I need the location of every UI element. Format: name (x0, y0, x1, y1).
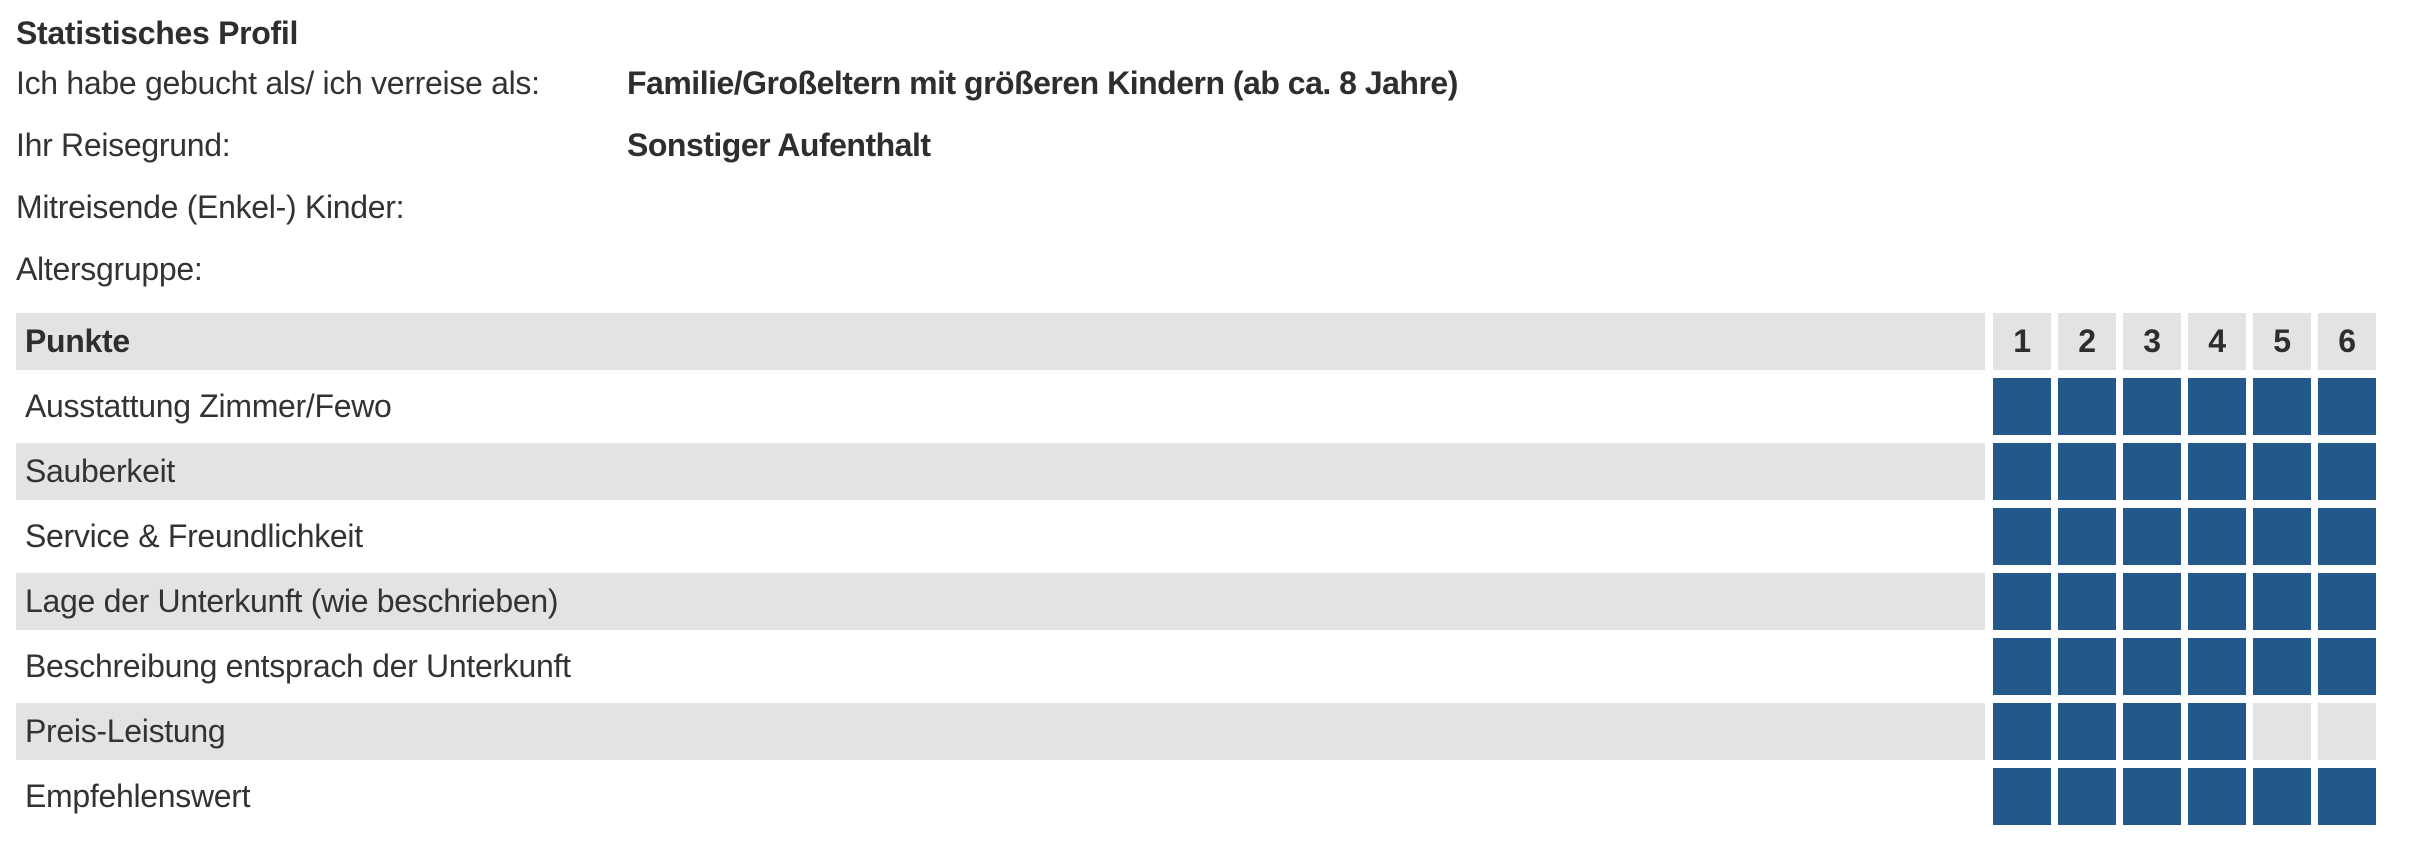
rating-row-cells (1993, 508, 2376, 565)
rating-cell-filled (2058, 768, 2116, 825)
rating-cell-filled (2123, 443, 2181, 500)
rating-cell-filled (1993, 508, 2051, 565)
rating-row-cells (1993, 443, 2376, 500)
rating-row-cells (1993, 703, 2376, 760)
rating-cell-filled (2253, 443, 2311, 500)
rating-cell-filled (2123, 508, 2181, 565)
rating-cell-filled (2188, 703, 2246, 760)
rating-cell-filled (2058, 573, 2116, 630)
rating-cell-filled (2318, 443, 2376, 500)
rating-cell-filled (1993, 638, 2051, 695)
scale-header-cell-3: 3 (2123, 313, 2181, 370)
rating-row: Lage der Unterkunft (wie beschrieben) (16, 573, 2376, 630)
rating-cell-filled (2058, 378, 2116, 435)
rating-cell-empty (2318, 703, 2376, 760)
rating-cell-filled (2058, 703, 2116, 760)
rating-row-label: Lage der Unterkunft (wie beschrieben) (16, 573, 1985, 630)
scale-header-cell-6: 6 (2318, 313, 2376, 370)
rating-cell-filled (2123, 638, 2181, 695)
profile-field: Mitreisende (Enkel-) Kinder: (16, 176, 2376, 238)
rating-row-cells (1993, 573, 2376, 630)
profile-field-label: Mitreisende (Enkel-) Kinder: (16, 188, 405, 225)
rating-cell-filled (2318, 573, 2376, 630)
rating-cell-filled (2058, 638, 2116, 695)
rating-cell-filled (2188, 378, 2246, 435)
rating-cell-filled (2123, 573, 2181, 630)
rating-row-label: Beschreibung entsprach der Unterkunft (25, 648, 571, 684)
rating-cell-filled (2188, 768, 2246, 825)
rating-cell-filled (1993, 768, 2051, 825)
rating-row-label: Sauberkeit (16, 443, 1985, 500)
profile-field: Ich habe gebucht als/ ich verreise als: F… (16, 52, 2376, 114)
scale-header-cell-2: 2 (2058, 313, 2116, 370)
rating-cell-filled (2318, 638, 2376, 695)
rating-cell-filled (1993, 573, 2051, 630)
profile-field: Ihr Reisegrund: Sonstiger Aufenthalt (16, 114, 2376, 176)
rating-cell-filled (2058, 443, 2116, 500)
rating-cell-filled (1993, 443, 2051, 500)
rating-cell-filled (1993, 703, 2051, 760)
rating-row-label: Empfehlenswert (25, 778, 251, 814)
rating-cell-filled (2188, 508, 2246, 565)
rating-cell-filled (2318, 508, 2376, 565)
rating-row-label: Ausstattung Zimmer/Fewo (25, 388, 392, 424)
profile-field: Altersgruppe: (16, 238, 2376, 300)
rating-row: Ausstattung Zimmer/Fewo (16, 378, 2376, 435)
rating-cell-filled (2253, 573, 2311, 630)
scale-header-cell-1: 1 (1993, 313, 2051, 370)
rating-row: Empfehlenswert (16, 768, 2376, 825)
rating-row-label: Service & Freundlichkeit (25, 518, 363, 554)
rating-cell-filled (2253, 378, 2311, 435)
rating-cell-filled (2188, 638, 2246, 695)
rating-cell-filled (2123, 703, 2181, 760)
rating-cell-filled (2253, 508, 2311, 565)
rating-row-cells (1993, 768, 2376, 825)
profile-fields: Ich habe gebucht als/ ich verreise als: F… (16, 52, 2376, 300)
rating-row: Service & Freundlichkeit (16, 508, 2376, 565)
scale-header-cell-4: 4 (2188, 313, 2246, 370)
rating-row: Sauberkeit (16, 443, 2376, 500)
rating-cell-filled (2318, 768, 2376, 825)
rating-row: Preis-Leistung (16, 703, 2376, 760)
profile-field-label: Ihr Reisegrund: (16, 126, 231, 163)
profile-field-label: Ich habe gebucht als/ ich verreise als: (16, 64, 540, 101)
rating-cell-filled (2058, 508, 2116, 565)
rating-cell-filled (2318, 378, 2376, 435)
rating-rows: Ausstattung Zimmer/Fewo Sauberkeit Service… (16, 378, 2376, 825)
profile-field-value: Sonstiger Aufenthalt (627, 126, 931, 163)
rating-cell-empty (2253, 703, 2311, 760)
rating-cell-filled (2123, 378, 2181, 435)
rating-cell-filled (2123, 768, 2181, 825)
ratings-header-label: Punkte (16, 313, 1985, 370)
rating-row-cells (1993, 378, 2376, 435)
rating-cell-filled (2188, 443, 2246, 500)
profile-field-label: Altersgruppe: (16, 250, 203, 287)
rating-row-label: Preis-Leistung (16, 703, 1985, 760)
rating-cell-filled (2253, 638, 2311, 695)
rating-cell-filled (2188, 573, 2246, 630)
rating-cell-filled (2253, 768, 2311, 825)
rating-row: Beschreibung entsprach der Unterkunft (16, 638, 2376, 695)
rating-cell-filled (1993, 378, 2051, 435)
scale-header-cell-5: 5 (2253, 313, 2311, 370)
rating-row-cells (1993, 638, 2376, 695)
profile-field-value: Familie/Großeltern mit größeren Kindern … (627, 64, 1458, 101)
page-title: Statistisches Profil (16, 15, 299, 51)
